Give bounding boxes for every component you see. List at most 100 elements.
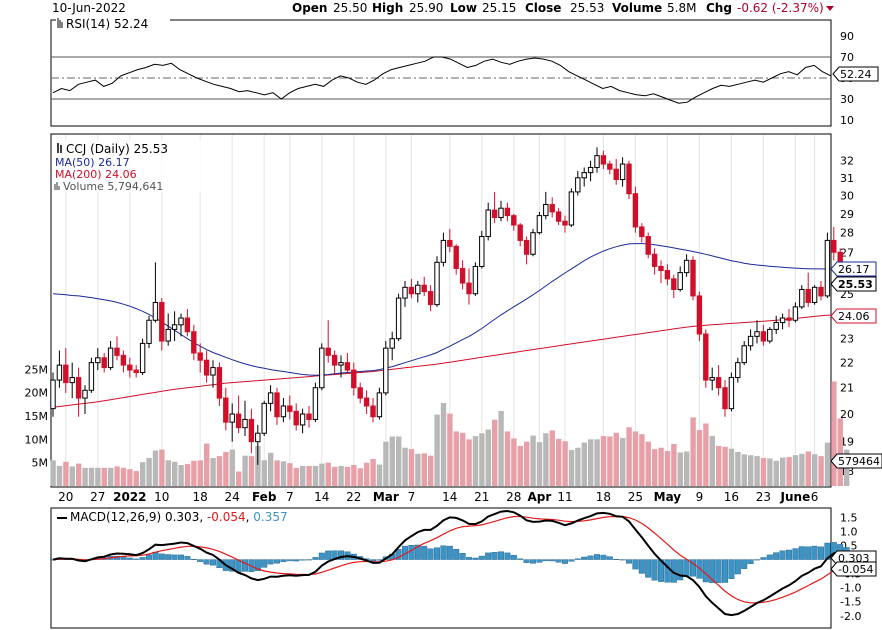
volume-bar: [684, 451, 690, 486]
x-axis-label: 6: [811, 490, 819, 504]
volume-bar: [831, 381, 837, 486]
candle: [786, 309, 792, 328]
volume-bar: [306, 465, 312, 486]
candle: [107, 341, 114, 371]
macd-histogram-bar: [165, 554, 172, 560]
price-legend: CCJ (Daily) 25.53 MA(50) 26.17 MA(200) 2…: [52, 140, 202, 193]
macd-histogram-bar: [421, 545, 428, 560]
low-label: Low: [450, 1, 477, 15]
candle: [223, 387, 229, 431]
macd-histogram-bar: [542, 559, 549, 562]
volume-bar: [101, 467, 107, 486]
macd-histogram-bar: [190, 558, 197, 560]
macd-histogram-bar: [274, 559, 281, 564]
x-axis-label: 18: [596, 490, 611, 504]
volume-bar: [696, 430, 703, 486]
candle: [594, 147, 600, 173]
candle: [651, 248, 658, 275]
macd-histogram-bar: [267, 559, 274, 565]
down-arrow-icon: [826, 6, 834, 11]
candle: [248, 408, 255, 454]
price-tick-label: 29: [840, 208, 854, 221]
candle: [197, 343, 203, 373]
volume-bar: [530, 435, 536, 486]
rsi-panel: 9070503010 RSI(14) 52.24 52.24: [50, 16, 879, 127]
volume-bar: [82, 467, 88, 486]
macd-histogram-bar: [734, 559, 741, 575]
ma200-line: [52, 313, 841, 408]
close-value: 25.53: [570, 1, 604, 15]
candle: [818, 280, 824, 301]
volume-bar: [805, 451, 811, 486]
candle: [619, 157, 626, 187]
candle: [280, 398, 287, 423]
macd-histogram-bar: [818, 546, 825, 560]
macd-histogram-bar: [645, 559, 652, 578]
macd-histogram-bar: [434, 547, 441, 560]
macd-histogram-bar: [549, 559, 556, 562]
volume-bar: [716, 445, 722, 486]
price-tick-label: 31: [840, 172, 854, 185]
volume-bar: [466, 439, 472, 486]
volume-tick-label: 15M: [25, 410, 49, 423]
macd-tick-label: -1.5: [840, 596, 861, 609]
volume-bar: [594, 439, 600, 486]
price-tick-label: 20: [840, 408, 854, 421]
hist-legend-value: 0.357: [253, 510, 287, 524]
volume-bar: [690, 417, 696, 486]
volume-bar: [613, 432, 619, 486]
ma50-badge-value: 26.17: [838, 263, 870, 276]
candle: [472, 262, 479, 296]
open-value: 25.50: [333, 1, 367, 15]
volume-bar: [344, 466, 351, 486]
volume-bar: [549, 430, 555, 486]
candle: [754, 320, 760, 344]
x-axis-label: 20: [58, 490, 73, 504]
high-value: 25.90: [409, 1, 443, 15]
macd-histogram-bar: [485, 552, 492, 560]
macd-histogram-bar: [754, 559, 761, 561]
volume-bar: [703, 423, 709, 486]
volume-bar: [728, 448, 735, 486]
volume-bar: [479, 433, 485, 486]
candle: [293, 403, 299, 431]
macd-tick-label: 1.0: [840, 525, 858, 538]
macd-frame: [50, 507, 832, 629]
macd-histogram-bar: [158, 553, 165, 560]
header: 10-Jun-2022 Open 25.50 High 25.90 Low 25…: [52, 1, 834, 15]
volume-bar: [287, 463, 293, 486]
volume-bar: [152, 450, 159, 486]
macd-histogram-bar: [581, 556, 588, 560]
volume-bar: [472, 436, 479, 486]
macd-histogram-bar: [203, 559, 210, 565]
volume-bar: [767, 458, 773, 486]
volume-bar: [242, 455, 248, 486]
price-tick-label: 28: [840, 227, 854, 240]
volume-bar: [216, 456, 223, 486]
candle: [421, 276, 427, 296]
volume-bar: [248, 456, 255, 486]
macd-legend: MACD(12,26,9) 0.303, -0.054, 0.357: [70, 510, 288, 524]
volume-bar: [786, 457, 792, 486]
candle: [287, 395, 293, 420]
candle: [543, 191, 549, 220]
candle: [811, 285, 818, 305]
candle: [440, 232, 447, 267]
volume-bar: [56, 465, 63, 486]
volume-bar: [204, 443, 210, 486]
macd-histogram-bar: [184, 556, 191, 560]
candle: [133, 365, 139, 378]
volume-legend: Volume 5,794,641: [63, 180, 163, 193]
volume-bar: [639, 434, 645, 486]
chg-value: -0.62 (-2.37%): [737, 1, 824, 15]
volume-bar: [735, 451, 741, 486]
candle: [63, 348, 69, 393]
volume-bar: [748, 455, 754, 486]
volume-bar: [261, 460, 267, 486]
x-axis-label: 11: [557, 490, 572, 504]
low-value: 25.15: [482, 1, 516, 15]
volume-bar: [626, 427, 632, 486]
volume-bar: [588, 439, 594, 486]
macd-histogram-bar: [747, 559, 754, 564]
rsi-badge: [832, 66, 879, 82]
